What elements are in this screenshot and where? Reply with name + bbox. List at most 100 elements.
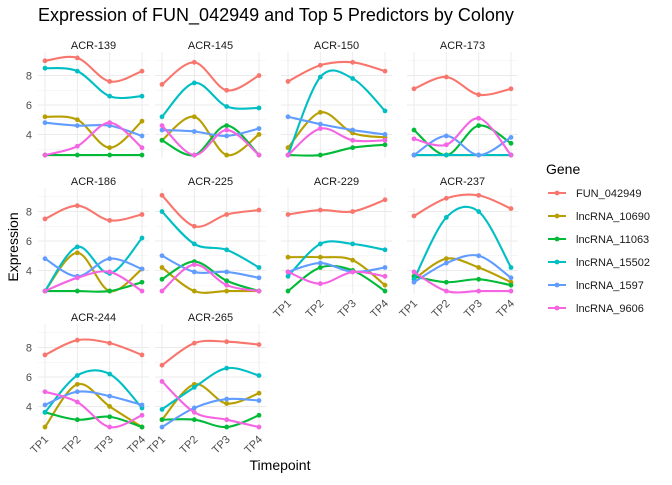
series-line (44, 257, 143, 278)
data-point (107, 404, 113, 409)
facet-panel-acr-150: ACR-150 (281, 40, 392, 158)
data-point (139, 266, 145, 272)
facet-panel-acr-237: ACR-237 (407, 176, 518, 294)
x-tick-label: TP3 (93, 434, 116, 457)
data-point (159, 406, 165, 412)
data-point (317, 241, 323, 247)
data-point (476, 288, 482, 294)
data-point (285, 273, 291, 279)
data-point (443, 133, 449, 139)
series-lncrna-9606 (159, 262, 262, 294)
data-point (411, 136, 417, 142)
data-point (256, 412, 262, 418)
data-point (224, 127, 230, 133)
data-point (191, 152, 197, 158)
data-point (317, 281, 323, 287)
data-point (191, 340, 197, 346)
data-point (443, 215, 449, 220)
data-point (42, 389, 48, 395)
data-point (285, 152, 291, 158)
data-point (191, 59, 197, 65)
series-lncrna-10690 (159, 114, 262, 158)
data-point (285, 269, 291, 275)
data-point (159, 127, 165, 133)
series-line (161, 210, 260, 269)
series-line (161, 124, 260, 157)
data-point (317, 260, 323, 266)
series-lncrna-15502 (411, 205, 514, 282)
data-point (224, 104, 230, 109)
data-point (443, 279, 449, 285)
data-point (476, 192, 482, 198)
data-point (74, 373, 80, 378)
x-tick-label: TP1 (28, 434, 51, 457)
data-point (74, 275, 80, 281)
data-point (139, 212, 145, 217)
data-point (74, 399, 80, 405)
legend-label: lncRNA_9606 (576, 303, 644, 315)
series-fun-042949 (159, 339, 262, 368)
data-point (139, 424, 145, 430)
legend-title: Gene (546, 161, 580, 177)
series-fun-042949 (42, 55, 145, 84)
data-point (350, 59, 356, 65)
series-lncrna-11063 (285, 142, 388, 158)
data-point (159, 209, 165, 214)
data-point (191, 262, 197, 267)
data-point (159, 424, 165, 430)
data-point (508, 265, 514, 270)
data-point (443, 142, 449, 148)
data-point (74, 389, 80, 395)
data-point (350, 257, 356, 263)
data-point (107, 371, 113, 377)
data-point (224, 247, 230, 253)
x-tick-label: TP4 (125, 434, 148, 457)
series-lncrna-10690 (42, 381, 145, 430)
data-point (508, 86, 514, 92)
data-point (476, 253, 482, 259)
series-line (161, 260, 260, 293)
facet-title: ACR-225 (188, 176, 233, 188)
series-line (161, 81, 260, 118)
series-lncrna-1597 (159, 396, 262, 430)
series-line (287, 240, 386, 278)
facet-title: ACR-145 (188, 40, 233, 52)
series-lncrna-1597 (42, 256, 145, 279)
data-point (42, 352, 48, 358)
data-point (382, 137, 388, 143)
legend-item: lncRNA_15502 (548, 257, 650, 269)
series-line (45, 281, 143, 293)
facet-title: ACR-139 (71, 40, 116, 52)
data-point (139, 279, 145, 285)
data-point (224, 133, 230, 139)
data-point (443, 152, 449, 158)
data-point (256, 207, 262, 213)
data-point (317, 207, 323, 213)
data-point (42, 58, 48, 64)
data-point (191, 241, 197, 247)
series-line (287, 60, 386, 83)
data-point (350, 269, 356, 275)
data-point (74, 288, 80, 294)
data-point (285, 79, 291, 84)
x-tick-label: TP2 (304, 298, 327, 321)
gridlines (407, 52, 518, 158)
data-point (107, 93, 113, 99)
data-point (382, 68, 388, 74)
data-point (411, 127, 417, 133)
data-point (42, 120, 48, 126)
data-point (139, 412, 145, 418)
data-point (224, 339, 230, 345)
legend-key-point (554, 190, 560, 196)
data-point (508, 282, 514, 288)
series-line (287, 69, 386, 156)
data-point (159, 379, 165, 384)
facet-title: ACR-244 (71, 312, 116, 324)
data-point (256, 342, 262, 348)
legend-label: lncRNA_15502 (576, 257, 650, 269)
data-point (74, 250, 80, 256)
legend-item: lncRNA_1597 (548, 280, 644, 292)
data-point (382, 273, 388, 279)
data-point (191, 269, 197, 275)
data-point (443, 256, 449, 262)
